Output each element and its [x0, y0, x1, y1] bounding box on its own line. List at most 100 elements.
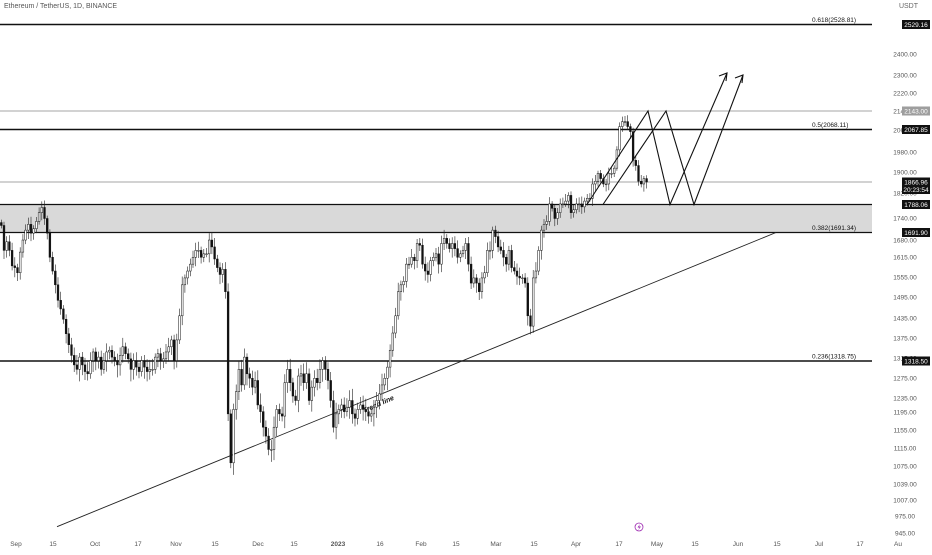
candle-body-139 — [375, 400, 378, 408]
candle-body-197 — [532, 277, 535, 327]
y-tick-21: 1075.00 — [893, 464, 917, 471]
candle-body-217 — [586, 197, 589, 202]
y-tick-24: 975.00 — [895, 514, 915, 521]
candle-body-151 — [407, 263, 411, 266]
price-label-4: 20:23:54 — [903, 187, 929, 194]
candle-body-198 — [534, 270, 538, 279]
candle-body-36 — [97, 356, 100, 361]
price-box-2 — [902, 125, 930, 134]
candle-body-159 — [429, 260, 432, 275]
price-label-6: 1691.90 — [904, 230, 928, 237]
candle-body-136 — [367, 411, 370, 417]
x-tick-8: 2023 — [331, 541, 346, 548]
projection-path-2 — [602, 74, 744, 207]
candle-body-78 — [210, 239, 214, 248]
candle-body-212 — [572, 209, 575, 213]
x-tick-14: Apr — [571, 541, 582, 548]
fib-label-3: 0.236(1318.75) — [812, 354, 856, 361]
candle-body-116 — [313, 377, 316, 388]
candle-body-60 — [162, 358, 165, 361]
candle-body-184 — [496, 236, 500, 248]
x-tick-9: 16 — [376, 541, 384, 548]
price-box-3 — [902, 177, 930, 187]
x-tick-2: Oct — [90, 541, 100, 548]
candle-body-123 — [332, 400, 335, 428]
x-tick-12: Mar — [490, 541, 502, 548]
candle-body-66 — [178, 315, 181, 341]
candle-body-148 — [399, 284, 403, 292]
x-tick-21: 17 — [856, 541, 864, 548]
candle-body-26 — [70, 344, 73, 356]
candle-body-79 — [213, 246, 216, 260]
arrowhead-1 — [718, 72, 728, 82]
candle-body-231 — [623, 121, 627, 123]
candle-body-232 — [626, 121, 629, 127]
candle-body-239 — [645, 178, 648, 183]
candle-body-108 — [291, 382, 295, 397]
y-tick-11: 1555.00 — [893, 275, 917, 282]
candle-body-93 — [251, 377, 254, 388]
y-tick-13: 1435.00 — [893, 316, 917, 323]
candle-body-12 — [32, 228, 35, 234]
candle-body-122 — [329, 380, 332, 401]
candle-body-65 — [175, 339, 178, 361]
candle-body-92 — [248, 373, 251, 379]
candle-body-131 — [353, 413, 357, 419]
candle-body-7 — [19, 251, 22, 274]
y-tick-0: 2400.00 — [893, 52, 917, 59]
symbol-header: Ethereum / TetherUS, 1D, BINANCE — [4, 3, 118, 10]
x-tick-5: 15 — [211, 541, 219, 548]
x-tick-3: 17 — [134, 541, 142, 548]
candle-body-185 — [499, 246, 502, 251]
candle-body-177 — [478, 282, 481, 292]
candle-body-15 — [40, 207, 43, 213]
candle-body-195 — [526, 282, 529, 317]
candle-body-91 — [245, 356, 249, 375]
candle-body-196 — [529, 315, 532, 327]
candle-body-100 — [270, 449, 273, 451]
candle-body-49 — [132, 360, 135, 370]
candle-body-165 — [445, 238, 448, 244]
candle-body-227 — [613, 167, 616, 174]
candle-body-129 — [348, 400, 351, 408]
candle-body-40 — [108, 349, 111, 353]
candle-body-153 — [413, 257, 416, 261]
candle-body-127 — [343, 404, 346, 412]
candle-body-215 — [580, 203, 583, 208]
price-label-3: 1866.96 — [904, 180, 928, 187]
candle-body-56 — [151, 369, 154, 371]
candle-body-101 — [272, 426, 276, 450]
x-tick-15: 17 — [615, 541, 623, 548]
candle-body-48 — [129, 358, 133, 370]
candle-body-205 — [553, 208, 556, 219]
candle-body-192 — [518, 275, 521, 279]
candle-body-201 — [542, 224, 546, 231]
candle-body-133 — [359, 404, 362, 410]
candle-body-19 — [51, 257, 54, 272]
candle-body-143 — [386, 366, 389, 379]
candle-body-0 — [0, 222, 3, 226]
candle-body-115 — [310, 386, 313, 401]
candle-body-167 — [451, 243, 454, 249]
candle-body-234 — [631, 131, 635, 161]
candle-body-14 — [37, 212, 41, 222]
candle-body-186 — [502, 250, 505, 258]
candle-body-73 — [197, 250, 200, 252]
candle-body-156 — [421, 244, 424, 265]
candle-body-141 — [380, 384, 384, 395]
fib-label-0: 0.618(2528.81) — [812, 17, 856, 24]
arrowhead-2 — [734, 74, 744, 84]
y-tick-5: 1980.00 — [893, 150, 917, 157]
candle-body-188 — [507, 250, 511, 265]
y-tick-12: 1495.00 — [893, 295, 917, 302]
candle-body-18 — [48, 232, 52, 258]
candle-body-17 — [46, 218, 49, 234]
candle-body-173 — [467, 243, 470, 265]
candle-body-47 — [127, 353, 130, 360]
candle-body-204 — [550, 203, 554, 209]
candle-body-58 — [156, 353, 160, 358]
candle-body-200 — [540, 229, 543, 251]
candle-body-124 — [334, 413, 338, 428]
